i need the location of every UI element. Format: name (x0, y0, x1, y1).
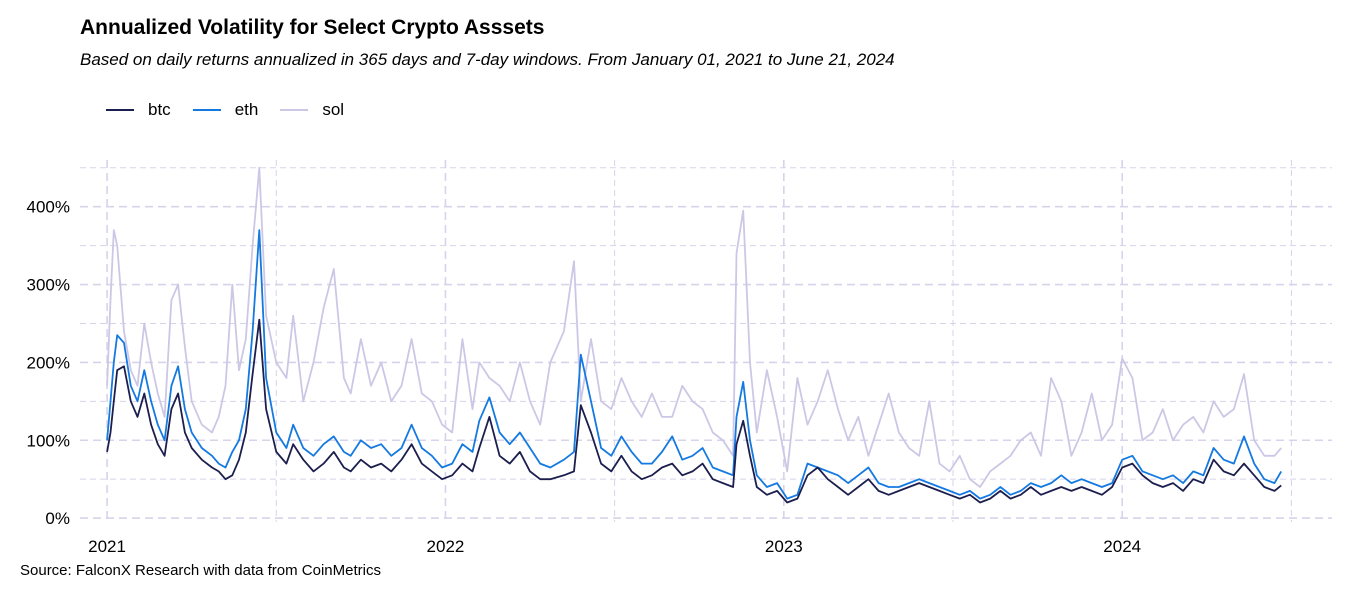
legend-label-eth: eth (234, 100, 259, 119)
x-tick-label: 2024 (1103, 537, 1141, 556)
legend-item-btc: btc (106, 100, 171, 120)
series-line-sol (106, 166, 1282, 488)
series-line-btc (106, 318, 1282, 504)
legend-item-sol: sol (280, 100, 344, 120)
x-tick-label: 2022 (427, 537, 465, 556)
source-caption: Source: FalconX Research with data from … (20, 562, 381, 579)
y-tick-label: 200% (27, 353, 70, 372)
y-tick-label: 300% (27, 276, 70, 295)
y-tick-label: 100% (27, 431, 70, 450)
legend-label-btc: btc (148, 100, 171, 119)
x-tick-label: 2021 (88, 537, 126, 556)
chart-title: Annualized Volatility for Select Crypto … (80, 16, 545, 39)
legend-key-btc (106, 109, 134, 111)
legend: btc eth sol (106, 100, 366, 120)
legend-item-eth: eth (192, 100, 259, 120)
legend-key-sol (280, 109, 309, 111)
x-tick-label: 2023 (765, 537, 803, 556)
chart-subtitle: Based on daily returns annualized in 365… (80, 50, 895, 69)
series-line-eth (106, 229, 1282, 500)
y-tick-label: 0% (45, 509, 70, 528)
y-tick-label: 400% (27, 198, 70, 217)
legend-label-sol: sol (322, 100, 345, 119)
legend-key-eth (192, 109, 221, 111)
